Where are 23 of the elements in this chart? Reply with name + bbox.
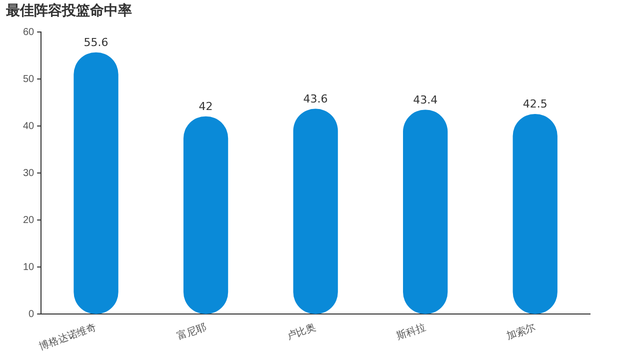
x-tick-label: 加索尔 [504,320,538,343]
data-label: 42 [198,100,213,114]
x-tick-label: 斯科拉 [395,320,428,343]
x-tick-label: 卢比奥 [285,320,318,343]
bar [403,110,448,314]
y-tick-label: 20 [23,214,35,226]
y-tick-label: 30 [23,168,35,179]
x-tick-label: 博格达诺维奇 [37,320,98,353]
y-tick-label: 50 [23,74,35,85]
data-label: 43.6 [303,92,328,106]
y-tick-label: 0 [28,308,35,320]
data-label: 43.4 [413,93,438,106]
bar [74,52,118,314]
y-tick-label: 60 [23,26,35,38]
bar [512,114,558,314]
bar [293,108,338,314]
data-label: 55.6 [84,36,108,50]
data-label: 42.5 [522,98,548,111]
y-tick-label: 10 [23,262,35,273]
y-tick-label: 40 [23,120,35,132]
bar [183,116,228,314]
chart-title: 最佳阵容投篮命中率 [6,2,132,20]
x-tick-label: 富尼耶 [175,320,208,343]
